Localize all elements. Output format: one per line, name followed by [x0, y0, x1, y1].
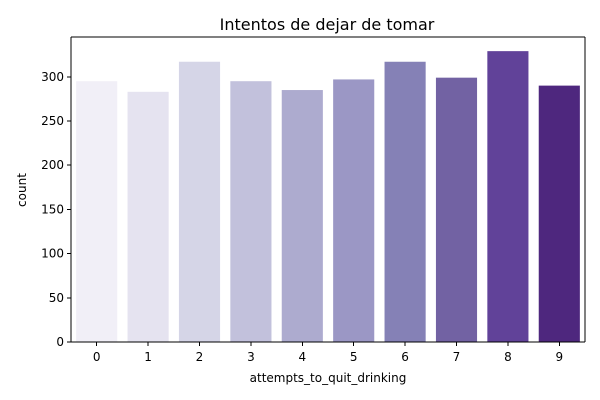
y-tick-label-200: 200 — [41, 158, 64, 172]
x-tick-label-1: 1 — [144, 350, 152, 364]
bars-group — [76, 51, 580, 343]
x-axis-label: attempts_to_quit_drinking — [250, 371, 407, 385]
axes-group — [70, 36, 586, 343]
bar-9 — [538, 85, 580, 343]
y-tick-label-150: 150 — [41, 202, 64, 216]
bar-6 — [384, 61, 426, 342]
bar-3 — [230, 81, 272, 342]
x-tick-label-8: 8 — [504, 350, 512, 364]
x-tick-label-9: 9 — [555, 350, 563, 364]
x-ticks-group: 0 1 2 3 4 5 6 7 8 9 — [93, 342, 563, 364]
y-ticks-group: 0 50 100 150 200 250 300 — [41, 70, 71, 349]
y-tick-label-300: 300 — [41, 70, 64, 84]
y-axis-label: count — [15, 173, 29, 207]
bar-0 — [76, 81, 118, 342]
x-tick-label-3: 3 — [247, 350, 255, 364]
bar-2 — [178, 61, 221, 342]
x-tick-label-5: 5 — [350, 350, 358, 364]
y-tick-label-250: 250 — [41, 114, 64, 128]
x-tick-label-7: 7 — [453, 350, 461, 364]
bar-4 — [281, 90, 323, 342]
x-tick-label-6: 6 — [401, 350, 409, 364]
bar-5 — [333, 79, 375, 343]
x-tick-label-4: 4 — [298, 350, 306, 364]
x-tick-label-0: 0 — [93, 350, 101, 364]
chart-title: Intentos de dejar de tomar — [220, 15, 435, 34]
x-tick-label-2: 2 — [196, 350, 204, 364]
y-tick-label-0: 0 — [56, 335, 64, 349]
bar-7 — [435, 77, 478, 343]
bar-1 — [127, 91, 169, 342]
y-tick-label-100: 100 — [41, 247, 64, 261]
bar-8 — [487, 51, 529, 342]
y-tick-label-50: 50 — [49, 291, 64, 305]
